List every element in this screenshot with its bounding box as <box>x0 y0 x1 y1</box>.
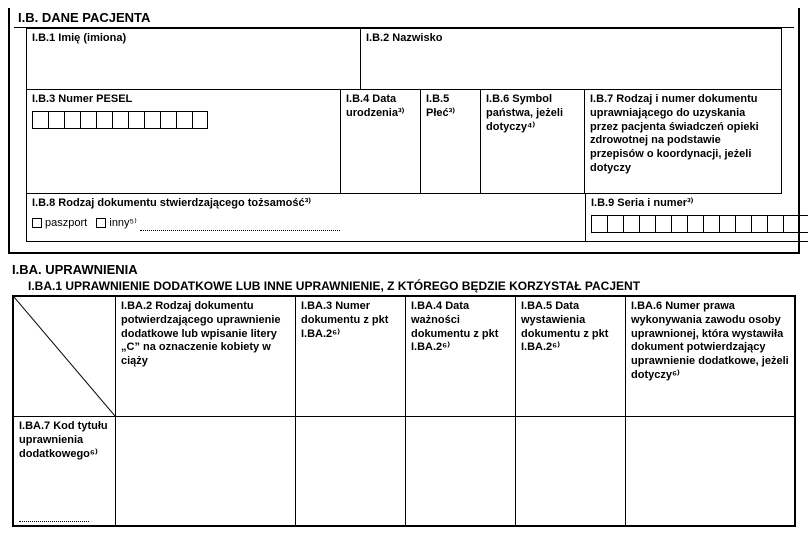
serial-box[interactable] <box>703 215 719 233</box>
b8-options: paszport inny⁵⁾ <box>32 217 580 231</box>
pesel-box[interactable] <box>192 111 208 129</box>
ba5-header: I.BA.5 Data wystawienia dokumentu z pkt … <box>516 297 626 417</box>
cell-b1[interactable]: I.B.1 Imię (imiona) <box>26 28 361 90</box>
ba7-cell[interactable]: I.BA.7 Kod tytułu uprawnienia dodatkoweg… <box>14 417 116 525</box>
serial-box[interactable] <box>799 215 808 233</box>
cell-b9[interactable]: I.B.9 Seria i numer³⁾ <box>586 194 808 242</box>
row-b3-b7: I.B.3 Numer PESEL I.B.4 Data urodzenia³ <box>26 90 782 194</box>
pesel-box[interactable] <box>144 111 160 129</box>
ba7-dotted-line[interactable] <box>19 521 89 522</box>
cell-b7[interactable]: I.B.7 Rodzaj i numer dokumentu uprawniaj… <box>585 90 782 194</box>
section-b-container: I.B. DANE PACJENTA I.B.1 Imię (imiona) I… <box>8 8 800 254</box>
pesel-box[interactable] <box>48 111 64 129</box>
ba2-header: I.BA.2 Rodzaj dokumentu potwierdzającego… <box>116 297 296 417</box>
label-ba2: I.BA.2 Rodzaj dokumentu potwierdzającego… <box>121 300 281 367</box>
label-ba3: I.BA.3 Numer dokumentu z pkt I.BA.2⁶⁾ <box>301 300 388 340</box>
serial-box[interactable] <box>671 215 687 233</box>
label-b5: I.B.5 Płeć³⁾ <box>426 93 455 119</box>
ba-diag-cell <box>14 297 116 417</box>
label-paszport: paszport <box>45 217 87 229</box>
label-b7: I.B.7 Rodzaj i numer dokumentu uprawniaj… <box>590 93 759 174</box>
label-b1: I.B.1 Imię (imiona) <box>32 32 126 44</box>
pesel-box[interactable] <box>128 111 144 129</box>
row-b8-b9: I.B.8 Rodzaj dokumentu stwierdzającego t… <box>26 194 782 242</box>
serial-box[interactable] <box>783 215 799 233</box>
label-b6: I.B.6 Symbol państwa, jeżeli dotyczy⁴⁾ <box>486 93 563 133</box>
serial-box[interactable] <box>767 215 783 233</box>
ba-table: I.BA.2 Rodzaj dokumentu potwierdzającego… <box>12 295 796 527</box>
ba3-value[interactable] <box>296 417 406 525</box>
label-b3: I.B.3 Numer PESEL <box>32 93 132 105</box>
serial-box[interactable] <box>623 215 639 233</box>
pesel-box[interactable] <box>112 111 128 129</box>
label-ba6: I.BA.6 Numer prawa wykonywania zawodu os… <box>631 300 789 381</box>
pesel-box[interactable] <box>96 111 112 129</box>
label-inny: inny⁵⁾ <box>109 217 136 229</box>
pesel-box[interactable] <box>80 111 96 129</box>
serial-box[interactable] <box>607 215 623 233</box>
label-b8: I.B.8 Rodzaj dokumentu stwierdzającego t… <box>32 197 311 209</box>
cell-b3[interactable]: I.B.3 Numer PESEL <box>26 90 341 194</box>
serial-box[interactable] <box>735 215 751 233</box>
serial-box[interactable] <box>687 215 703 233</box>
ba3-header: I.BA.3 Numer dokumentu z pkt I.BA.2⁶⁾ <box>296 297 406 417</box>
section-b-header: I.B. DANE PACJENTA <box>14 8 794 28</box>
pesel-box[interactable] <box>64 111 80 129</box>
ba-data-row: I.BA.7 Kod tytułu uprawnienia dodatkoweg… <box>14 417 794 525</box>
ba4-header: I.BA.4 Data ważności dokumentu z pkt I.B… <box>406 297 516 417</box>
label-ba4: I.BA.4 Data ważności dokumentu z pkt I.B… <box>411 300 498 353</box>
ba6-header: I.BA.6 Numer prawa wykonywania zawodu os… <box>626 297 794 417</box>
ba4-value[interactable] <box>406 417 516 525</box>
ba5-value[interactable] <box>516 417 626 525</box>
section-ba-sub: I.BA.1 UPRAWNIENIE DODATKOWE LUB INNE UP… <box>8 279 800 295</box>
row-b1-b2: I.B.1 Imię (imiona) I.B.2 Nazwisko <box>26 28 782 90</box>
cell-b5[interactable]: I.B.5 Płeć³⁾ <box>421 90 481 194</box>
checkbox-paszport[interactable] <box>32 218 42 228</box>
ba6-value[interactable] <box>626 417 794 525</box>
label-b9: I.B.9 Seria i numer³⁾ <box>591 197 693 209</box>
serial-box[interactable] <box>655 215 671 233</box>
label-ba5: I.BA.5 Data wystawienia dokumentu z pkt … <box>521 300 608 353</box>
ba-header-row: I.BA.2 Rodzaj dokumentu potwierdzającego… <box>14 297 794 417</box>
cell-b8[interactable]: I.B.8 Rodzaj dokumentu stwierdzającego t… <box>26 194 586 242</box>
label-b4: I.B.4 Data urodzenia³⁾ <box>346 93 404 119</box>
label-b2: I.B.2 Nazwisko <box>366 32 442 44</box>
cell-b4[interactable]: I.B.4 Data urodzenia³⁾ <box>341 90 421 194</box>
checkbox-inny[interactable] <box>96 218 106 228</box>
section-ba-header: I.BA. UPRAWNIENIA <box>8 260 800 279</box>
pesel-boxes[interactable] <box>32 111 335 129</box>
inny-dotted-line[interactable] <box>140 230 340 231</box>
cell-b6[interactable]: I.B.6 Symbol państwa, jeżeli dotyczy⁴⁾ <box>481 90 585 194</box>
label-ba7: I.BA.7 Kod tytułu uprawnienia dodatkoweg… <box>19 420 108 460</box>
ba2-value[interactable] <box>116 417 296 525</box>
pesel-box[interactable] <box>160 111 176 129</box>
cell-b2[interactable]: I.B.2 Nazwisko <box>361 28 782 90</box>
pesel-box[interactable] <box>32 111 48 129</box>
serial-box[interactable] <box>639 215 655 233</box>
serial-box[interactable] <box>719 215 735 233</box>
serial-box[interactable] <box>591 215 607 233</box>
serial-box[interactable] <box>751 215 767 233</box>
serial-boxes[interactable] <box>591 215 808 233</box>
diagonal-line-icon <box>14 297 115 416</box>
pesel-box[interactable] <box>176 111 192 129</box>
